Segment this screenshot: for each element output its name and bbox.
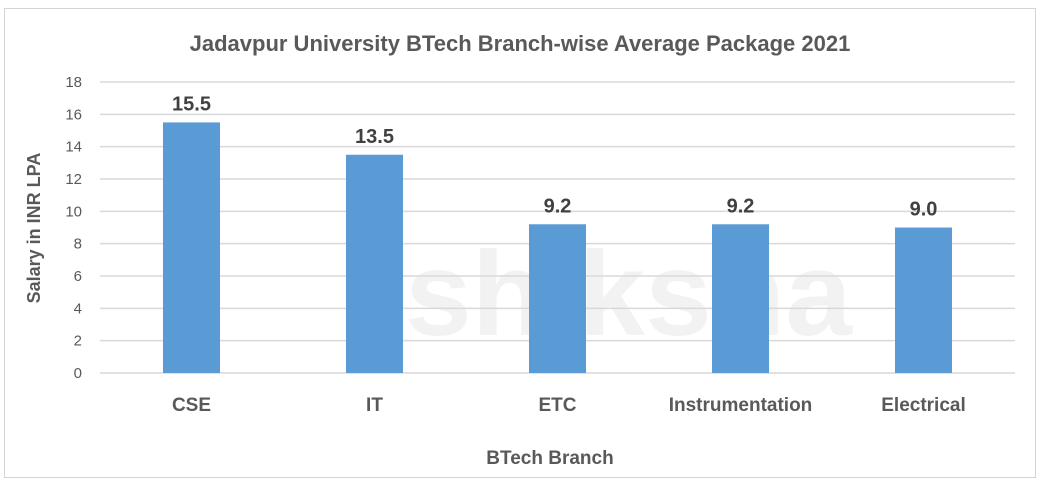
y-tick-label: 18 (65, 74, 82, 91)
data-label: 15.5 (172, 93, 211, 115)
bar-cse (163, 122, 220, 374)
data-label: 9.2 (727, 195, 755, 217)
y-tick-label: 0 (74, 365, 82, 382)
y-tick-label: 4 (74, 300, 82, 317)
bar-etc (529, 224, 586, 373)
y-tick-label: 8 (74, 236, 82, 253)
bar-instrumentation (712, 224, 769, 373)
y-tick-label: 2 (74, 333, 82, 350)
x-axis-label: BTech Branch (486, 448, 613, 469)
bar-electrical (895, 227, 952, 373)
y-tick-label: 16 (65, 106, 82, 123)
y-axis-label: Salary in INR LPA (24, 153, 44, 304)
x-tick-label: Electrical (881, 395, 966, 416)
data-label: 9.2 (544, 195, 572, 217)
data-label: 9.0 (910, 199, 938, 221)
y-tick-label: 14 (65, 139, 82, 156)
x-tick-label: CSE (172, 395, 211, 416)
x-tick-label: ETC (539, 395, 577, 416)
y-tick-label: 10 (65, 203, 82, 220)
x-tick-label: IT (366, 395, 383, 416)
y-tick-label: 6 (74, 268, 82, 285)
bar-it (346, 154, 403, 373)
x-tick-label: Instrumentation (669, 395, 813, 416)
y-tick-label: 12 (65, 171, 82, 188)
data-label: 13.5 (355, 126, 394, 148)
chart-title: Jadavpur University BTech Branch-wise Av… (190, 31, 851, 56)
watermark-text: shiksha (405, 227, 853, 361)
